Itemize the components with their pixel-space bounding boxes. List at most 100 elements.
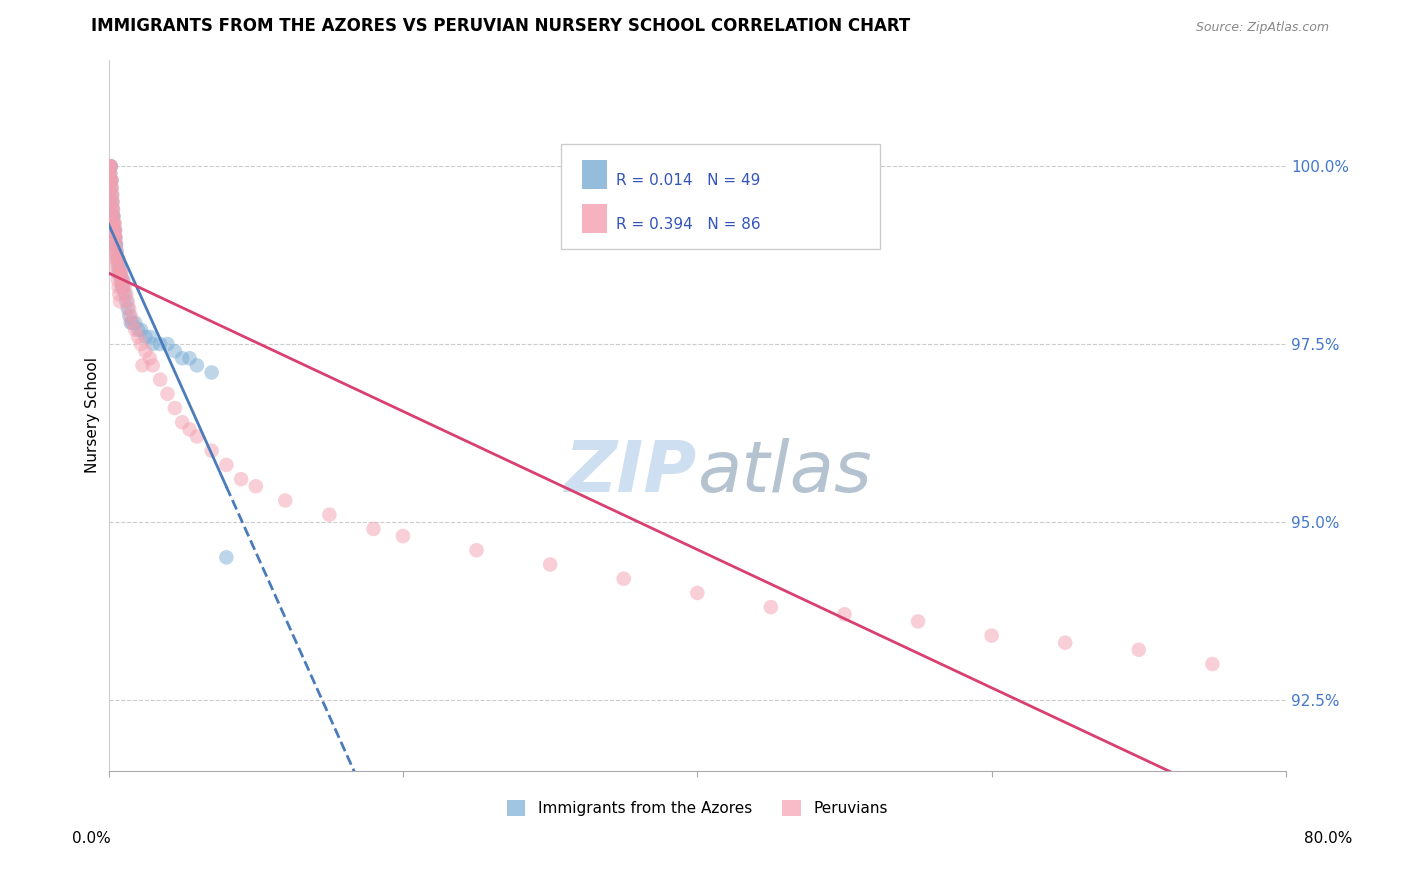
Point — [103, 209, 125, 223]
Point — [105, 266, 128, 280]
Point — [100, 173, 122, 187]
Point — [110, 273, 132, 287]
Point — [186, 359, 208, 373]
Point — [104, 237, 127, 252]
Point — [101, 187, 124, 202]
Text: Source: ZipAtlas.com: Source: ZipAtlas.com — [1195, 21, 1329, 34]
Text: R = 0.014   N = 49: R = 0.014 N = 49 — [616, 173, 761, 188]
Point — [108, 266, 131, 280]
Point — [179, 422, 201, 436]
Point — [107, 252, 129, 266]
Point — [105, 259, 128, 273]
Point — [103, 237, 125, 252]
Point — [127, 330, 149, 344]
Point — [613, 572, 636, 586]
Point — [201, 366, 224, 380]
Point — [107, 252, 129, 266]
Point — [103, 216, 125, 230]
Point — [118, 309, 141, 323]
Point — [156, 386, 179, 401]
Point — [1128, 642, 1150, 657]
Point — [108, 266, 131, 280]
Point — [110, 266, 132, 280]
Point — [111, 280, 134, 294]
Point — [112, 273, 135, 287]
Point — [121, 316, 143, 330]
Point — [103, 223, 125, 237]
Point — [274, 493, 297, 508]
Point — [115, 287, 138, 301]
Point — [101, 194, 124, 209]
Point — [98, 159, 121, 173]
Point — [100, 159, 122, 173]
Point — [392, 529, 415, 543]
Point — [363, 522, 385, 536]
Point — [98, 166, 121, 180]
Point — [179, 351, 201, 366]
Point — [100, 159, 122, 173]
Point — [142, 359, 165, 373]
Point — [107, 280, 129, 294]
Point — [759, 600, 782, 615]
Point — [156, 337, 179, 351]
Point — [110, 266, 132, 280]
Point — [163, 401, 186, 415]
Point — [686, 586, 709, 600]
Point — [201, 443, 224, 458]
Point — [103, 230, 125, 244]
Point — [114, 287, 136, 301]
Point — [108, 287, 131, 301]
Point — [100, 173, 122, 187]
Point — [149, 337, 172, 351]
Point — [104, 230, 127, 244]
Point — [134, 330, 156, 344]
Point — [104, 230, 127, 244]
Point — [118, 301, 141, 316]
Point — [117, 294, 139, 309]
Point — [103, 230, 125, 244]
Point — [105, 244, 128, 259]
Point — [103, 216, 125, 230]
Point — [101, 180, 124, 194]
Point — [111, 273, 134, 287]
Point — [104, 237, 127, 252]
Point — [107, 259, 129, 273]
Point — [115, 294, 138, 309]
Point — [186, 429, 208, 443]
Point — [101, 216, 124, 230]
Point — [131, 359, 153, 373]
Point — [120, 309, 142, 323]
Point — [139, 330, 162, 344]
Point — [101, 209, 124, 223]
Point — [139, 351, 162, 366]
Point — [103, 209, 125, 223]
Point — [980, 629, 1002, 643]
Legend: Immigrants from the Azores, Peruvians: Immigrants from the Azores, Peruvians — [508, 800, 887, 816]
Point — [100, 159, 122, 173]
Text: ZIP: ZIP — [565, 438, 697, 507]
Point — [114, 280, 136, 294]
Y-axis label: Nursery School: Nursery School — [86, 357, 100, 473]
Point — [104, 237, 127, 252]
Point — [98, 180, 121, 194]
Point — [101, 202, 124, 216]
Point — [100, 173, 122, 187]
Point — [103, 223, 125, 237]
Point — [108, 294, 131, 309]
Point — [121, 316, 143, 330]
Point — [100, 166, 122, 180]
Point — [98, 173, 121, 187]
Point — [111, 273, 134, 287]
Point — [107, 252, 129, 266]
Point — [229, 472, 252, 486]
Point — [215, 458, 238, 472]
Point — [107, 273, 129, 287]
Point — [149, 373, 172, 387]
Point — [104, 244, 127, 259]
Point — [101, 187, 124, 202]
Point — [172, 415, 194, 429]
Point — [538, 558, 561, 572]
Point — [103, 230, 125, 244]
Point — [108, 259, 131, 273]
Point — [100, 180, 122, 194]
